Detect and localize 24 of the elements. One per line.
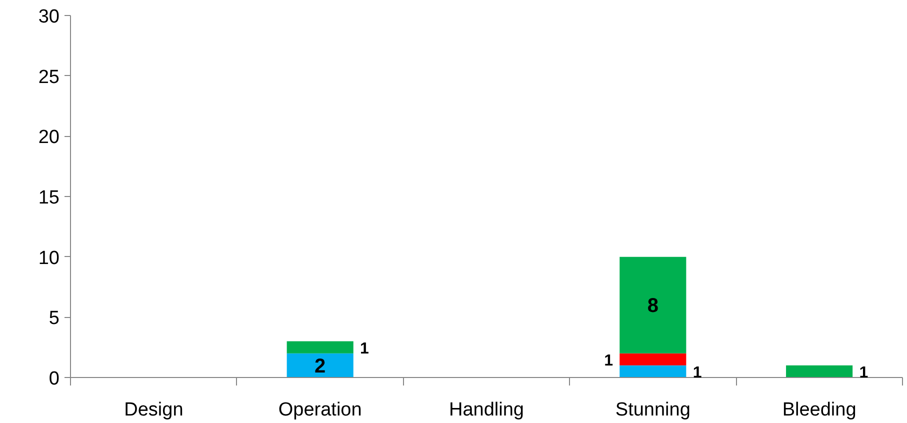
bar — [786, 365, 853, 378]
y-tick-label: 10 — [38, 248, 60, 269]
bar — [620, 256, 686, 354]
data-label: 1 — [604, 352, 614, 370]
y-tick-label: 0 — [48, 368, 60, 390]
data-label: 8 — [647, 295, 658, 318]
x-tick-label: Stunning — [615, 400, 690, 420]
x-tick-label: Handling — [449, 400, 524, 420]
x-tick-label: Bleeding — [782, 400, 856, 420]
y-tick-label: 30 — [38, 6, 60, 28]
bar — [620, 365, 686, 378]
y-tick-label: 25 — [38, 66, 60, 88]
y-tick-label: 20 — [38, 127, 60, 148]
data-label: 1 — [692, 364, 702, 382]
y-tick-label: 15 — [38, 188, 60, 208]
bar — [286, 341, 354, 354]
bar — [286, 353, 354, 378]
x-tick-label: Design — [124, 400, 184, 420]
bar — [620, 353, 686, 366]
data-label: 1 — [360, 340, 370, 358]
x-tick-label: Operation — [278, 400, 362, 420]
y-tick-label: 5 — [48, 308, 60, 330]
data-label: 2 — [314, 355, 326, 378]
data-label: 1 — [859, 364, 868, 382]
